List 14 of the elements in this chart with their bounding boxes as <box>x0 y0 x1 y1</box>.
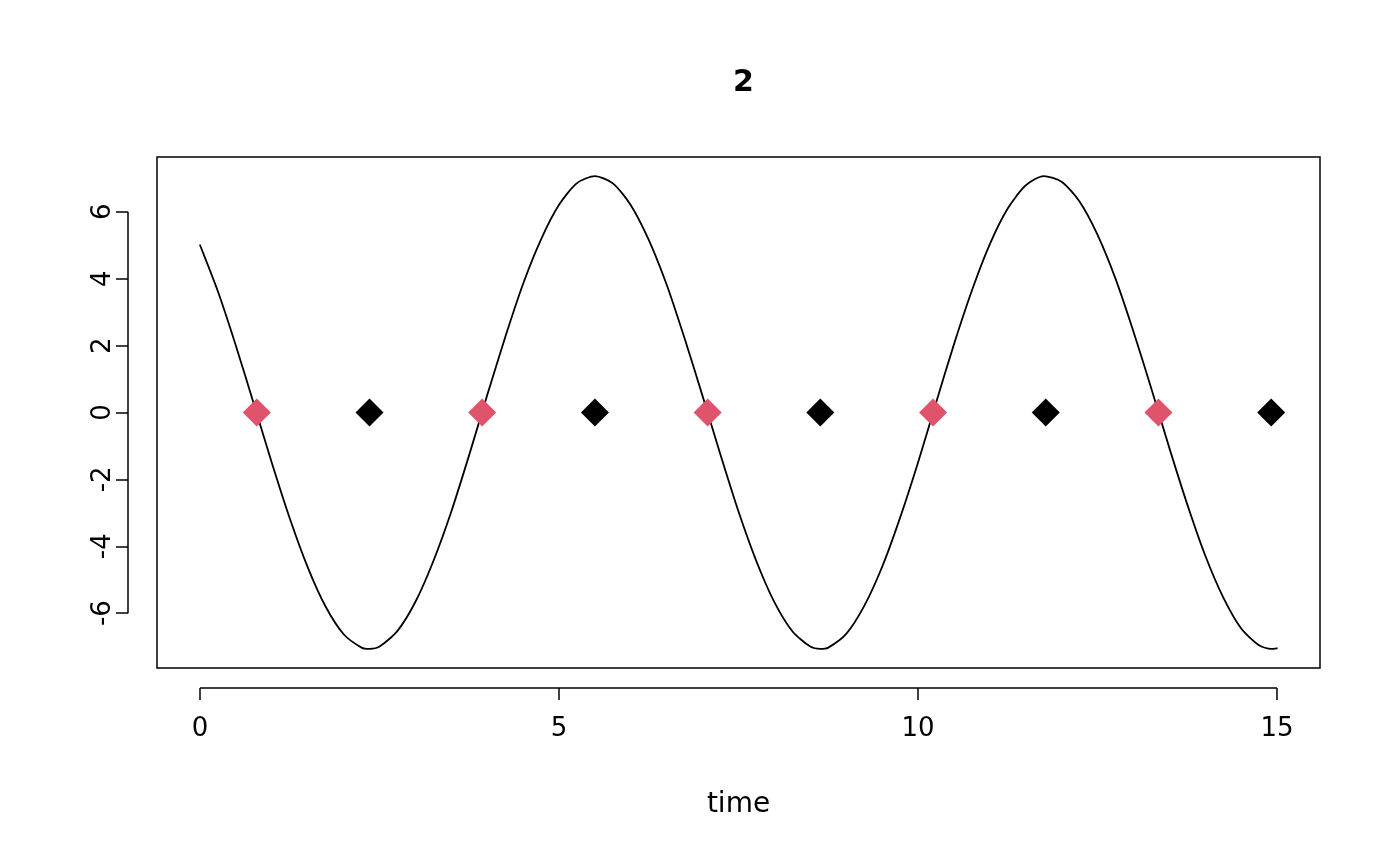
x-axis-title: time <box>706 785 771 819</box>
y-tick-label: 6 <box>86 203 116 221</box>
x-tick-label: 15 <box>1260 712 1294 742</box>
y-tick-label: -6 <box>86 600 116 627</box>
y-tick-label: -4 <box>86 533 116 560</box>
line-series <box>199 175 1278 650</box>
x-tick-label: 0 <box>191 712 209 742</box>
chart-title: 2 <box>733 62 754 98</box>
x-tick-label: 5 <box>550 712 568 742</box>
y-tick-label: 0 <box>86 404 116 421</box>
y-tick-label: 4 <box>86 270 116 287</box>
y-tick-label: -2 <box>86 466 116 493</box>
x-tick-label: 10 <box>901 712 935 742</box>
y-tick-label: 2 <box>86 337 116 354</box>
